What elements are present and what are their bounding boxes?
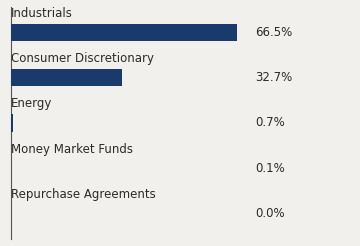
Text: Repurchase Agreements: Repurchase Agreements bbox=[11, 188, 156, 201]
Bar bbox=[11, 114, 13, 132]
Text: 0.7%: 0.7% bbox=[256, 117, 285, 129]
Text: Industrials: Industrials bbox=[11, 7, 73, 20]
Text: 0.0%: 0.0% bbox=[256, 207, 285, 220]
Text: Consumer Discretionary: Consumer Discretionary bbox=[11, 52, 154, 65]
Text: Energy: Energy bbox=[11, 97, 52, 110]
Text: 66.5%: 66.5% bbox=[256, 26, 293, 39]
Text: 32.7%: 32.7% bbox=[256, 71, 293, 84]
Bar bbox=[11, 24, 237, 41]
Text: Money Market Funds: Money Market Funds bbox=[11, 143, 133, 156]
Bar bbox=[11, 69, 122, 86]
Text: 0.1%: 0.1% bbox=[256, 162, 285, 175]
